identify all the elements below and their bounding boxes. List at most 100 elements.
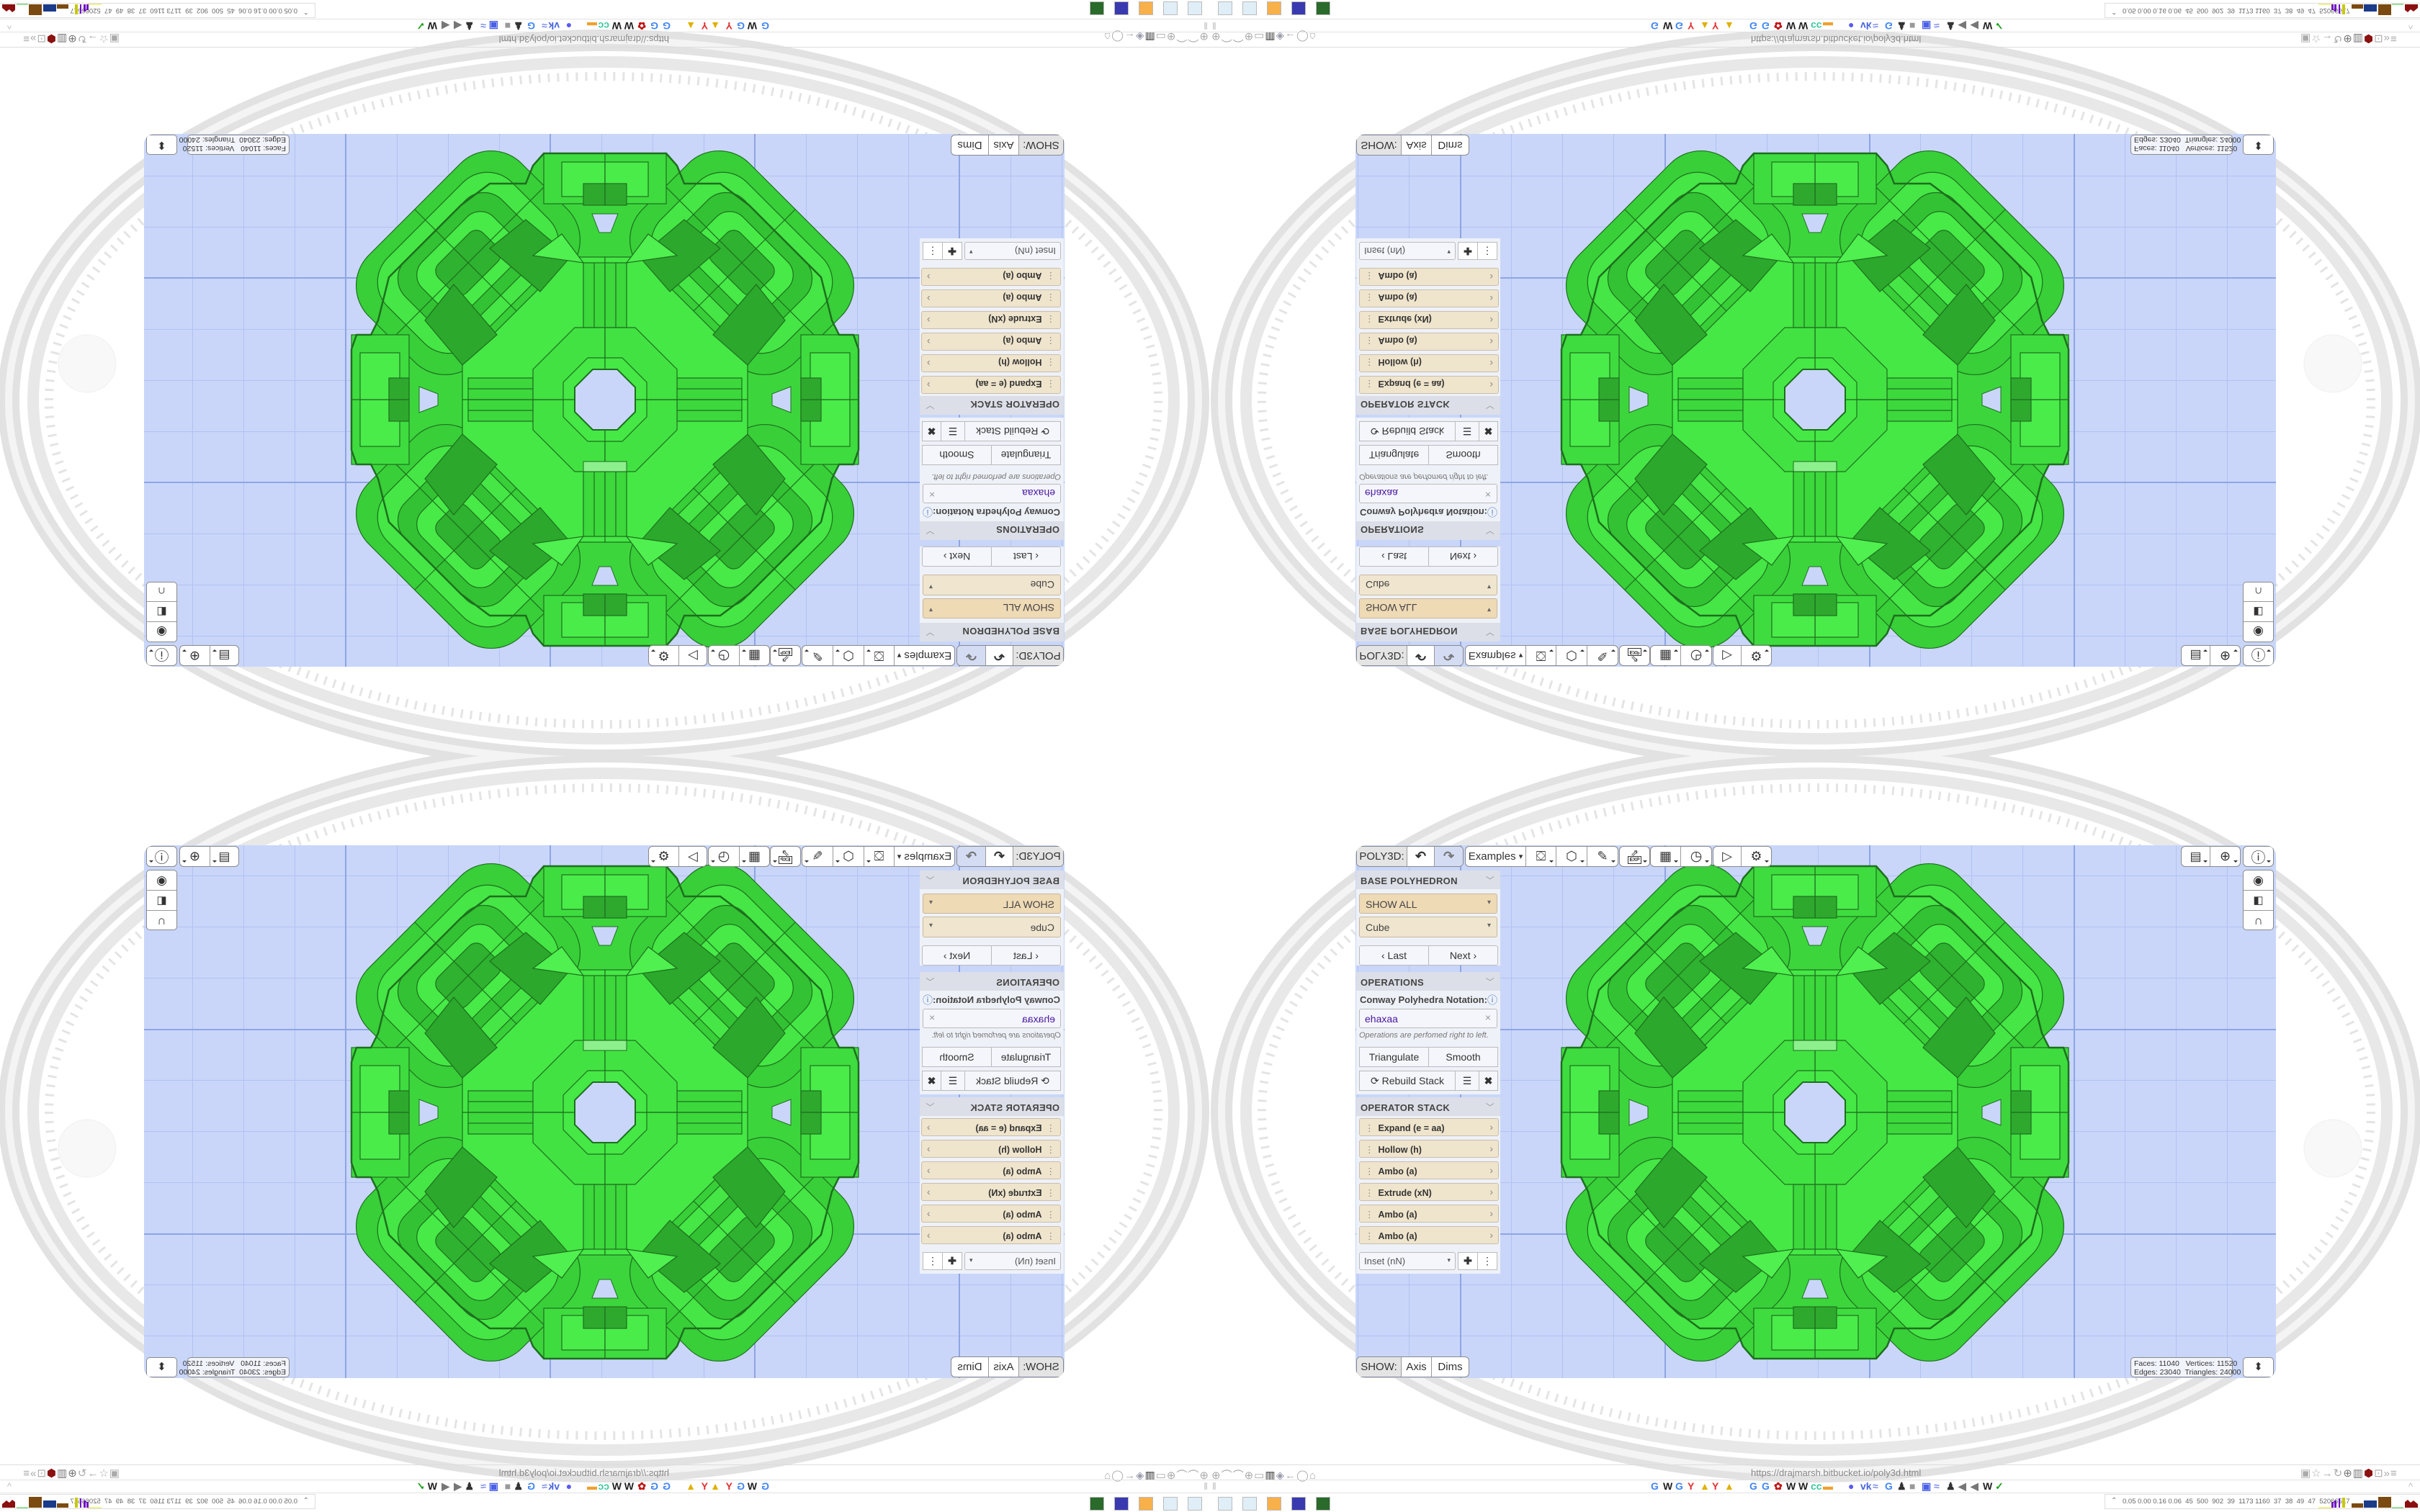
operations-header[interactable]: OPERATIONS ﹀ (1356, 521, 1500, 540)
bookmark-fish-icon[interactable]: ◀ (442, 20, 449, 32)
bookmark-google-icon[interactable]: G (1762, 1480, 1770, 1492)
bookmark-chart-icon[interactable]: ✓ (1995, 1480, 2004, 1492)
browser-toolbar-icons[interactable]: ▣☆→↻⊕▥⬢⊡»≡ (22, 1467, 120, 1480)
chevron-right-icon[interactable]: › (1489, 1143, 1493, 1154)
chevron-right-icon[interactable]: › (927, 1207, 931, 1219)
chevron-right-icon[interactable]: › (1489, 271, 1493, 283)
chevron-right-icon[interactable]: › (1489, 1121, 1493, 1133)
next-button[interactable]: Next › (922, 546, 992, 567)
viewport[interactable]: POLY3D: ↶ ↷ Examples ▾ ⛋ ⬡ ✎ ⇗ EXP ▦ ◷ ▷ … (144, 845, 1065, 1378)
bookmark-messenger-icon[interactable]: ● (565, 20, 572, 32)
bookmark-cc-icon[interactable]: cc (598, 1480, 609, 1492)
last-button[interactable]: ‹ Last (991, 546, 1061, 567)
collapse-icon[interactable]: ^ (6, 20, 12, 31)
bookmark-google-icon[interactable]: G (737, 1480, 745, 1492)
chevron-right-icon[interactable]: › (927, 1229, 931, 1241)
notation-input[interactable]: ehaxaa × (923, 1009, 1061, 1028)
bookmark-wikipedia-icon[interactable]: W (611, 20, 622, 32)
globe-icon[interactable]: ⊕ (2210, 847, 2240, 866)
bookmark-google-icon[interactable]: G (663, 1480, 671, 1492)
more-options-icon[interactable]: ⋮ (1477, 1252, 1497, 1270)
polyhedron-model[interactable] (1556, 853, 2074, 1372)
clear-stack-icon[interactable]: ✖ (922, 1071, 941, 1091)
bookmark-chart-icon[interactable]: ✓ (416, 20, 425, 32)
operator-stack-item[interactable]: ⋮ Ambo (a) › (1359, 1226, 1499, 1244)
operations-header[interactable]: OPERATIONS ﹀ (920, 972, 1064, 991)
add-operator-button[interactable]: ✚ (942, 242, 962, 260)
bookmark-network-icon[interactable]: ≈ (1934, 20, 1940, 32)
calendar-clock-icon[interactable]: ▤ (210, 646, 238, 665)
drag-handle-icon[interactable]: ⋮ (1365, 379, 1374, 389)
rebuild-stack-button[interactable]: ⟳ Rebuild Stack (1359, 421, 1456, 441)
bookmark-wikipedia-icon[interactable]: W (1786, 1480, 1796, 1492)
redo-button[interactable]: ↷ (957, 847, 985, 866)
list-icon[interactable]: ☰ (1455, 421, 1479, 441)
smooth-button[interactable]: Smooth (922, 445, 992, 465)
chevron-right-icon[interactable]: › (927, 358, 931, 369)
bookmark-vk-icon[interactable]: vk (548, 1480, 560, 1492)
calendar-icon[interactable]: ▦ (739, 646, 769, 665)
toggle-icon[interactable]: ◧ (147, 891, 176, 911)
chevron-right-icon[interactable]: › (927, 315, 931, 326)
bookmark-google-icon[interactable]: G (650, 20, 658, 32)
dims-toggle[interactable]: Dims (1438, 1361, 1463, 1373)
paint-bucket-icon[interactable]: ⛋ (864, 646, 894, 665)
taskbar-floppy-icon[interactable] (1291, 1, 1306, 15)
operator-stack-item[interactable]: ⋮ Extrude (xN) › (1359, 311, 1499, 329)
chevron-right-icon[interactable]: › (927, 336, 931, 348)
drag-handle-icon[interactable]: ⋮ (1365, 1123, 1374, 1133)
bookmark-image-icon[interactable]: ▲ (686, 1480, 696, 1492)
operator-stack-item[interactable]: ⋮ Hollow (h) › (921, 1140, 1061, 1158)
bookmark-google-icon[interactable]: G (1749, 20, 1757, 32)
drag-handle-icon[interactable]: ⋮ (1365, 1166, 1374, 1176)
operator-stack-header[interactable]: OPERATOR STACK ﹀ (1356, 396, 1500, 415)
bookmark-wikipedia-icon[interactable]: W (611, 1480, 622, 1492)
rebuild-stack-button[interactable]: ⟳ Rebuild Stack (964, 1071, 1061, 1091)
chevron-right-icon[interactable]: › (927, 1164, 931, 1176)
next-button[interactable]: Next › (1428, 546, 1498, 567)
bookmark-flower-icon[interactable]: ✿ (637, 1480, 646, 1492)
bookmark-person-icon[interactable]: ♟ (514, 20, 523, 32)
export-icon[interactable]: ⇗ EXP (771, 646, 800, 665)
operator-stack-item[interactable]: ⋮ Expand (e = aa) › (1359, 376, 1499, 394)
splitter-handle[interactable]: ‖ (1204, 1480, 1208, 1492)
taskbar-device-icon[interactable] (1090, 1, 1104, 15)
bookmark-network-icon[interactable]: ≈ (542, 20, 547, 32)
operator-stack-item[interactable]: ⋮ Extrude (xN) › (921, 311, 1061, 329)
bookmark-network-icon[interactable]: ≈ (480, 20, 486, 32)
cube-icon[interactable]: ⬡ (1556, 847, 1587, 866)
bookmark-vk-icon[interactable]: vk (548, 20, 560, 32)
bookmark-box-icon[interactable]: ▣ (488, 20, 498, 32)
bookmark-google-icon[interactable]: G (1651, 1480, 1659, 1492)
more-options-icon[interactable]: ⋮ (923, 242, 943, 260)
bookmark-wikipedia-icon[interactable]: W (624, 1480, 634, 1492)
taskbar-notepad-icon[interactable] (1188, 1497, 1202, 1511)
eye-icon[interactable]: ◉ (147, 621, 176, 642)
url-field[interactable]: https://drajmarsh.bitbucket.io/poly3d.ht… (1751, 1467, 1922, 1478)
redo-button[interactable]: ↷ (957, 646, 985, 665)
bookmark-device-icon[interactable]: ■ (1909, 1480, 1916, 1492)
bookmark-yandex-icon[interactable]: Y (725, 1480, 732, 1492)
chevron-right-icon[interactable]: › (1489, 336, 1493, 348)
operator-stack-item[interactable]: ⋮ Ambo (a) › (921, 268, 1061, 286)
calendar-icon[interactable]: ▦ (739, 847, 769, 866)
clear-stack-icon[interactable]: ✖ (1479, 1071, 1498, 1091)
operator-stack-header[interactable]: OPERATOR STACK ﹀ (1356, 1097, 1500, 1116)
bookmark-flower-icon[interactable]: ✿ (637, 20, 646, 32)
play-icon[interactable]: ▷ (678, 646, 707, 665)
bookmark-network-icon[interactable]: ≈ (1873, 20, 1878, 32)
bookmark-google-icon[interactable]: G (1675, 1480, 1683, 1492)
bookmark-vk-icon[interactable]: vk (1860, 1480, 1872, 1492)
bookmark-box-icon[interactable]: ▣ (488, 1480, 498, 1492)
cube-icon[interactable]: ⬡ (833, 646, 864, 665)
gear-icon[interactable]: ⚙ (649, 847, 678, 866)
globe-icon[interactable]: ⊕ (2210, 646, 2240, 665)
operator-stack-header[interactable]: OPERATOR STACK ﹀ (920, 1097, 1064, 1116)
cube-icon[interactable]: ⬡ (833, 847, 864, 866)
viewport[interactable]: POLY3D: ↶ ↷ Examples ▾ ⛋ ⬡ ✎ ⇗ EXP ▦ ◷ ▷ … (1355, 134, 2276, 667)
bookmark-yandex-icon[interactable]: Y (701, 1480, 708, 1492)
operator-stack-item[interactable]: ⋮ Ambo (a) › (1359, 268, 1499, 286)
base-polyhedron-header[interactable]: BASE POLYHEDRON ﹀ (920, 623, 1064, 642)
url-field[interactable]: https://drajmarsh.bitbucket.io/poly3d.ht… (498, 1467, 669, 1478)
bookmark-person-icon[interactable]: ♟ (1946, 1480, 1955, 1492)
